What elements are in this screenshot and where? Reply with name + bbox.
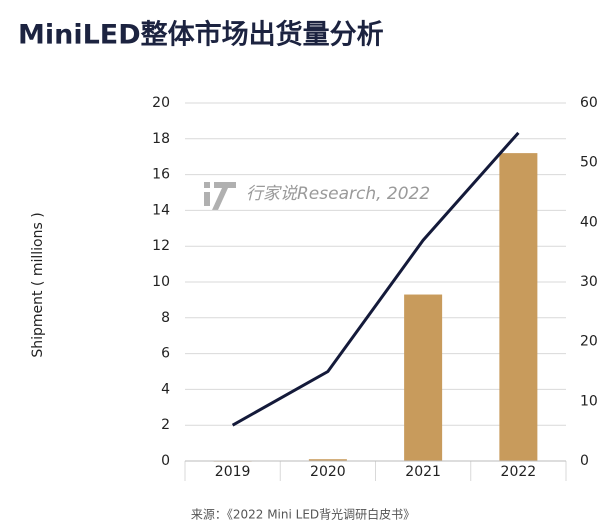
bar xyxy=(404,294,443,461)
line xyxy=(231,131,520,427)
y-tick-label: 8 xyxy=(161,310,170,326)
watermark-icon xyxy=(204,182,236,210)
y-tick-label: 4 xyxy=(161,381,170,397)
y-axis-label: Shipment ( millions ) xyxy=(30,212,46,357)
bar xyxy=(308,459,347,461)
y-tick-label: 12 xyxy=(152,238,170,254)
y2-tick-label: 30 xyxy=(580,274,598,290)
y2-tick-label: 50 xyxy=(580,155,598,171)
y-tick-label: 16 xyxy=(152,167,170,183)
y2-tick-label: 60 xyxy=(580,95,598,111)
y-tick-label: 2 xyxy=(161,417,170,433)
y2-tick-label: 0 xyxy=(580,453,589,469)
y-tick-label: 0 xyxy=(161,453,170,469)
y-tick-label: 6 xyxy=(161,346,170,362)
y2-tick-label: 40 xyxy=(580,214,598,230)
y-tick-label: 10 xyxy=(152,274,170,290)
y-tick-label: 20 xyxy=(152,95,170,111)
y-tick-label: 18 xyxy=(152,131,170,147)
bar xyxy=(499,153,538,461)
source-note: 来源：《2022 Mini LED背光调研白皮书》 xyxy=(191,507,415,522)
chart-title: MiniLED整体市场出货量分析 xyxy=(18,19,384,51)
y-tick-label: 14 xyxy=(152,202,170,218)
watermark: 行家说Research, 2022 xyxy=(246,184,430,204)
x-tick-label: 2019 xyxy=(215,464,251,480)
y2-tick-label: 20 xyxy=(580,334,598,350)
x-tick-label: 2021 xyxy=(405,464,441,480)
x-tick-label: 2020 xyxy=(310,464,346,480)
y2-tick-label: 10 xyxy=(580,393,598,409)
x-tick-label: 2022 xyxy=(501,464,537,480)
